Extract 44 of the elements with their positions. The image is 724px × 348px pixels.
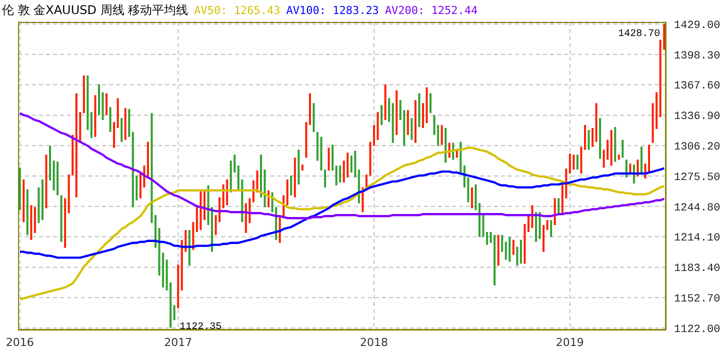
y-tick-label: 1367.60 bbox=[674, 80, 720, 93]
y-tick-label: 1214.10 bbox=[674, 232, 720, 245]
candlestick bbox=[592, 127, 594, 148]
y-tick-label: 1275.50 bbox=[674, 172, 720, 184]
candlestick bbox=[373, 124, 376, 146]
y-tick-label: 1306.20 bbox=[674, 142, 720, 154]
text: AV100: 1283.23 bbox=[286, 4, 379, 16]
line-series bbox=[18, 112, 666, 220]
x-tick-label: 2017 bbox=[164, 336, 192, 348]
x-tick-label: 2016 bbox=[6, 336, 34, 348]
candlestick bbox=[410, 118, 413, 140]
candlestick bbox=[625, 159, 628, 178]
chart-title: 伦 敦 金XAUUSD 周线 移动平均线 bbox=[2, 2, 188, 18]
candlestick bbox=[572, 154, 575, 170]
candlestick bbox=[588, 129, 590, 150]
x-tick-label: 2018 bbox=[360, 336, 388, 348]
text: AV200: 1252.44 bbox=[384, 4, 478, 16]
x-tick-label: 2019 bbox=[556, 336, 584, 348]
candlestick bbox=[440, 124, 443, 146]
text: AV50: 1265.43 bbox=[194, 4, 280, 16]
y-tick-label: 1183.40 bbox=[674, 263, 720, 276]
y-tick-label: 1336.90 bbox=[674, 111, 720, 124]
annotation: 1428.70 bbox=[618, 28, 660, 40]
line-series bbox=[18, 146, 666, 300]
candlestick bbox=[173, 304, 176, 321]
y-tick-label: 1244.80 bbox=[674, 202, 720, 214]
y-tick-label: 1429.00 bbox=[674, 20, 720, 32]
candlestick bbox=[576, 154, 578, 170]
candlestick bbox=[632, 164, 635, 184]
candlestick bbox=[568, 153, 571, 174]
candlestick bbox=[550, 220, 552, 238]
candlestick bbox=[531, 204, 534, 228]
annotation: 1122.35 bbox=[180, 322, 222, 334]
y-tick-label: 1152.70 bbox=[674, 294, 720, 306]
candlestick bbox=[120, 118, 123, 142]
candlestick bbox=[501, 234, 504, 252]
line-series bbox=[18, 167, 666, 259]
candlestick bbox=[339, 165, 342, 183]
y-tick-label: 1398.30 bbox=[674, 50, 720, 62]
candlestick bbox=[335, 165, 338, 186]
y-tick-label: 1122.00 bbox=[674, 324, 720, 336]
candlestick bbox=[546, 220, 548, 230]
candlestick bbox=[380, 104, 383, 126]
candlestick bbox=[290, 175, 292, 196]
